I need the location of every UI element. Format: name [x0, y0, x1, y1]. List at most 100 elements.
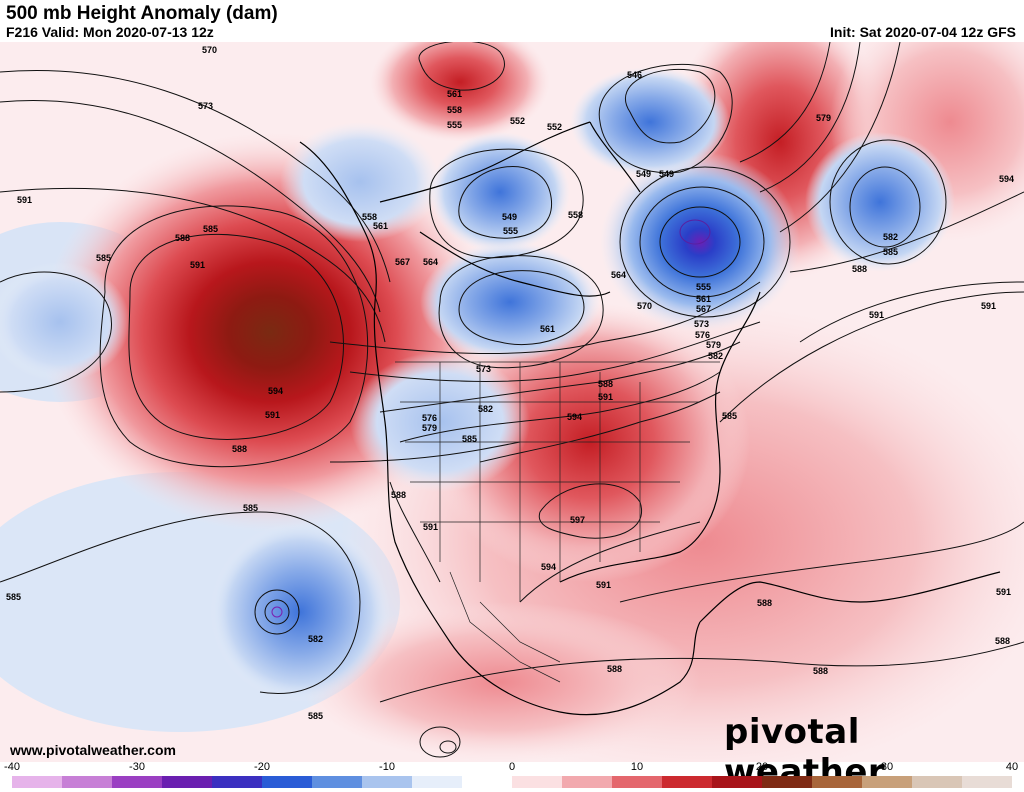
contour-label: 588	[598, 379, 613, 389]
west-pacific-low	[0, 262, 130, 382]
contour-label: 582	[478, 404, 493, 414]
anomaly-map[interactable]: 570 573 591 588 585 591 594 591 588 585 …	[0, 42, 1024, 762]
contour-label: 567	[395, 257, 410, 267]
map-title: 500 mb Height Anomaly (dam)	[6, 3, 278, 24]
greenland-trough	[570, 67, 730, 177]
valid-time: F216 Valid: Mon 2020-07-13 12z	[6, 24, 214, 40]
colorbar-tick-label: -10	[379, 761, 395, 773]
map-canvas: 570 573 591 588 585 591 594 591 588 585 …	[0, 42, 1024, 762]
contour-label: 585	[883, 247, 898, 257]
contour-label: 555	[696, 282, 711, 292]
contour-label: 555	[447, 120, 462, 130]
colorbar-tick-label: -30	[129, 761, 145, 773]
contour-label: 549	[659, 169, 674, 179]
contour-label: 573	[198, 101, 213, 111]
contour-label: 585	[203, 224, 218, 234]
contour-label: 570	[202, 45, 217, 55]
contour-label: 585	[462, 434, 477, 444]
contour-label: 564	[423, 257, 438, 267]
colorbar-swatch	[662, 776, 713, 788]
contour-label: 549	[502, 212, 517, 222]
contour-label: 591	[598, 392, 613, 402]
colorbar-swatch	[912, 776, 963, 788]
contour-label: 591	[869, 310, 884, 320]
contour-label: 588	[813, 666, 828, 676]
contour-label: 591	[17, 195, 32, 205]
contour-label: 579	[706, 340, 721, 350]
contour-label: 573	[694, 319, 709, 329]
website-url: www.pivotalweather.com	[10, 742, 176, 758]
header: 500 mb Height Anomaly (dam) F216 Valid: …	[0, 0, 1024, 42]
contour-label: 549	[636, 169, 651, 179]
contour-label: 582	[883, 232, 898, 242]
contour-label: 588	[852, 264, 867, 274]
contour-labels: 570 573 591 588 585 591 594 591 588 585 …	[6, 45, 1014, 721]
contour-label: 564	[611, 270, 626, 280]
contour-label: 597	[570, 515, 585, 525]
contour-label: 588	[757, 598, 772, 608]
arctic-ridge	[370, 42, 550, 142]
contour-label: 552	[547, 122, 562, 132]
coastlines	[299, 121, 1001, 716]
colorbar-tick-label: 10	[630, 761, 644, 773]
contour-label: 594	[567, 412, 582, 422]
contour-label: 585	[722, 411, 737, 421]
contour-label: 591	[265, 410, 280, 420]
colorbar-swatch	[562, 776, 613, 788]
contour-label: 567	[696, 304, 711, 314]
colorbar-swatch	[512, 776, 563, 788]
contour-label: 576	[422, 413, 437, 423]
mexico-warm	[300, 602, 700, 762]
colorbar-tick-label: 20	[755, 761, 769, 773]
colorbar-swatch	[962, 776, 1012, 788]
contour-label: 558	[568, 210, 583, 220]
colorbar-swatch	[62, 776, 113, 788]
colorbar-swatch	[612, 776, 663, 788]
contour-label: 546	[627, 70, 642, 80]
height-contours	[0, 42, 1024, 758]
colorbar-swatch	[162, 776, 213, 788]
contour-label: 585	[308, 711, 323, 721]
colorbar-swatch	[812, 776, 863, 788]
colorbar-swatch	[462, 776, 513, 788]
colorbar-swatch	[312, 776, 363, 788]
contour-label: 558	[447, 105, 462, 115]
hurricane-low	[210, 522, 390, 702]
contour-label: 561	[447, 89, 462, 99]
state-borders	[395, 361, 720, 683]
contour-label: 585	[6, 592, 21, 602]
colorbar-swatch	[412, 776, 463, 788]
contour-label: 588	[607, 664, 622, 674]
colorbar-tick-label: 40	[1005, 761, 1019, 773]
colorbar-tick-label: 0	[508, 761, 516, 773]
colorbar-swatch	[362, 776, 413, 788]
contour-label: 582	[708, 351, 723, 361]
contour-label: 552	[510, 116, 525, 126]
colorbar-tick-label: 30	[880, 761, 894, 773]
hudson-trough	[420, 242, 600, 362]
arctic-trough	[430, 132, 570, 252]
colorbar-swatch	[112, 776, 163, 788]
colorbar-labels: -40 -30 -20 -10 0 10 20 30 40	[4, 761, 1018, 775]
contour-label: 588	[391, 490, 406, 500]
contour-label: 555	[503, 226, 518, 236]
contour-label: 591	[423, 522, 438, 532]
contour-label: 591	[190, 260, 205, 270]
init-time: Init: Sat 2020-07-04 12z GFS	[830, 24, 1016, 40]
contour-label: 585	[96, 253, 111, 263]
contour-label: 573	[476, 364, 491, 374]
colorbar-swatch	[212, 776, 263, 788]
contour-label: 588	[175, 233, 190, 243]
alaska-trough	[280, 122, 440, 242]
contour-label: 558	[362, 212, 377, 222]
contour-label: 594	[999, 174, 1014, 184]
contour-label: 561	[373, 221, 388, 231]
contour-label: 591	[596, 580, 611, 590]
contour-label: 591	[996, 587, 1011, 597]
contour-label: 561	[696, 294, 711, 304]
colorbar-swatch	[262, 776, 313, 788]
contour-label: 561	[540, 324, 555, 334]
colorbar-swatch	[862, 776, 913, 788]
atlantic-trough	[805, 132, 955, 272]
colorbar-swatch	[12, 776, 63, 788]
